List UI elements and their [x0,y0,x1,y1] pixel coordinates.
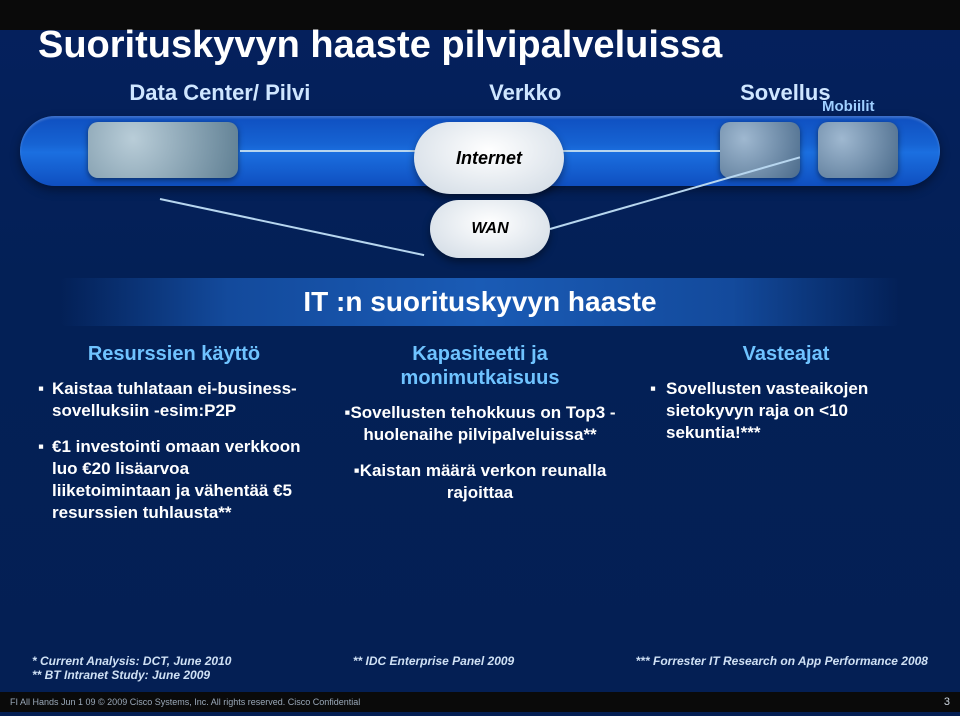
cloud-internet: Internet [414,122,564,194]
footer-bar: FI All Hands Jun 1 09 © 2009 Cisco Syste… [0,692,960,712]
bullet: €1 investointi omaan verkkoon luo €20 li… [38,436,310,524]
column-middle: Kapasiteetti ja monimutkaisuus ▪Sovellus… [336,336,624,545]
footnote-left: * Current Analysis: DCT, June 2010 ** BT… [32,654,231,682]
columns: Resurssien käyttö Kaistaa tuhlataan ei-b… [30,336,930,545]
cloud-internet-label: Internet [456,148,522,169]
bullet: Sovellusten vasteaikojen sietokyvyn raja… [650,378,922,444]
subheading-text: IT :n suorituskyvyn haaste [303,286,656,318]
footnotes: * Current Analysis: DCT, June 2010 ** BT… [0,654,960,682]
cloud-wan: WAN [430,200,550,258]
bullet: ▪Kaistan määrä verkon reunalla rajoittaa [344,460,616,504]
footer-text: FI All Hands Jun 1 09 © 2009 Cisco Syste… [10,697,360,707]
label-network: Verkko [489,80,561,106]
bullet: ▪Sovellusten tehokkuus on Top3 -huolenai… [344,402,616,446]
cloud-wan-label: WAN [471,220,508,238]
topology-labels: Data Center/ Pilvi Verkko Sovellus [0,80,960,106]
user-node-2 [818,122,898,178]
label-datacenter: Data Center/ Pilvi [129,80,310,106]
datacenter-node [88,122,238,178]
slide-title: Suorituskyvyn haaste pilvipalveluissa [38,24,722,67]
page-number: 3 [944,696,950,708]
bullet: Kaistaa tuhlataan ei-business-sovelluksi… [38,378,310,422]
column-left-title: Resurssien käyttö [38,342,310,366]
label-mobile: Mobiilit [822,98,875,115]
link-line [560,150,720,152]
column-left: Resurssien käyttö Kaistaa tuhlataan ei-b… [30,336,318,545]
footnote-center: ** IDC Enterprise Panel 2009 [353,654,514,682]
column-right: Vasteajat Sovellusten vasteaikojen sieto… [642,336,930,545]
footnote-right: *** Forrester IT Research on App Perform… [636,654,928,682]
subheading: IT :n suorituskyvyn haaste [60,278,900,326]
column-middle-title: Kapasiteetti ja monimutkaisuus [344,342,616,390]
column-right-title: Vasteajat [650,342,922,366]
label-application: Sovellus [740,80,830,106]
footnote-line: ** BT Intranet Study: June 2009 [32,668,231,682]
link-line [240,150,415,152]
footnote-line: * Current Analysis: DCT, June 2010 [32,654,231,668]
